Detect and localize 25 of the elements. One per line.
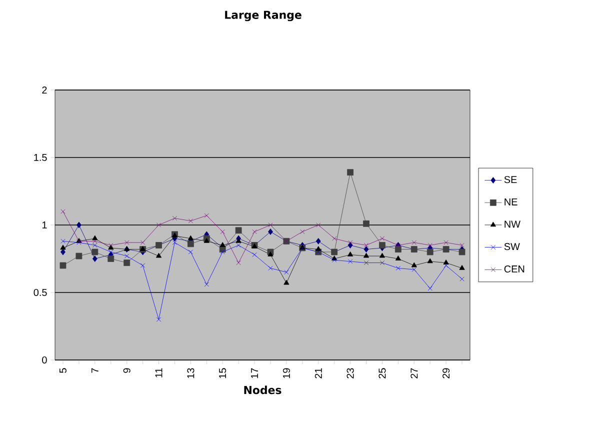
x-tick-label: 21 bbox=[314, 368, 322, 378]
legend-label: CEN bbox=[504, 265, 524, 273]
y-tick-label: 0 bbox=[42, 356, 47, 364]
legend-label: NE bbox=[504, 198, 518, 206]
legend-label: NW bbox=[504, 220, 520, 228]
chart-title: Large Range bbox=[225, 10, 302, 22]
legend-label: SE bbox=[504, 176, 517, 184]
x-tick-label: 13 bbox=[187, 368, 194, 378]
x-tick-label: 15 bbox=[219, 368, 226, 378]
x-tick-label: 7 bbox=[91, 368, 98, 373]
x-tick-label: 29 bbox=[442, 368, 450, 378]
legend-label: SW bbox=[504, 243, 520, 250]
x-tick-label: 9 bbox=[123, 368, 130, 373]
x-axis-title: Nodes bbox=[244, 386, 282, 394]
x-tick-label: 5 bbox=[60, 368, 66, 373]
x-tick-label: 23 bbox=[346, 368, 354, 378]
x-tick-label: 11 bbox=[155, 368, 162, 378]
x-tick-label: 19 bbox=[282, 368, 290, 378]
y-tick-label: 1 bbox=[42, 222, 47, 228]
x-tick-label: 17 bbox=[251, 368, 258, 378]
y-tick-label: 2 bbox=[42, 86, 47, 94]
x-tick-label: 27 bbox=[410, 368, 418, 378]
y-tick-label: 1.5 bbox=[34, 154, 47, 161]
x-tick-label: 25 bbox=[378, 368, 386, 378]
y-tick-label: 0.5 bbox=[34, 288, 47, 296]
